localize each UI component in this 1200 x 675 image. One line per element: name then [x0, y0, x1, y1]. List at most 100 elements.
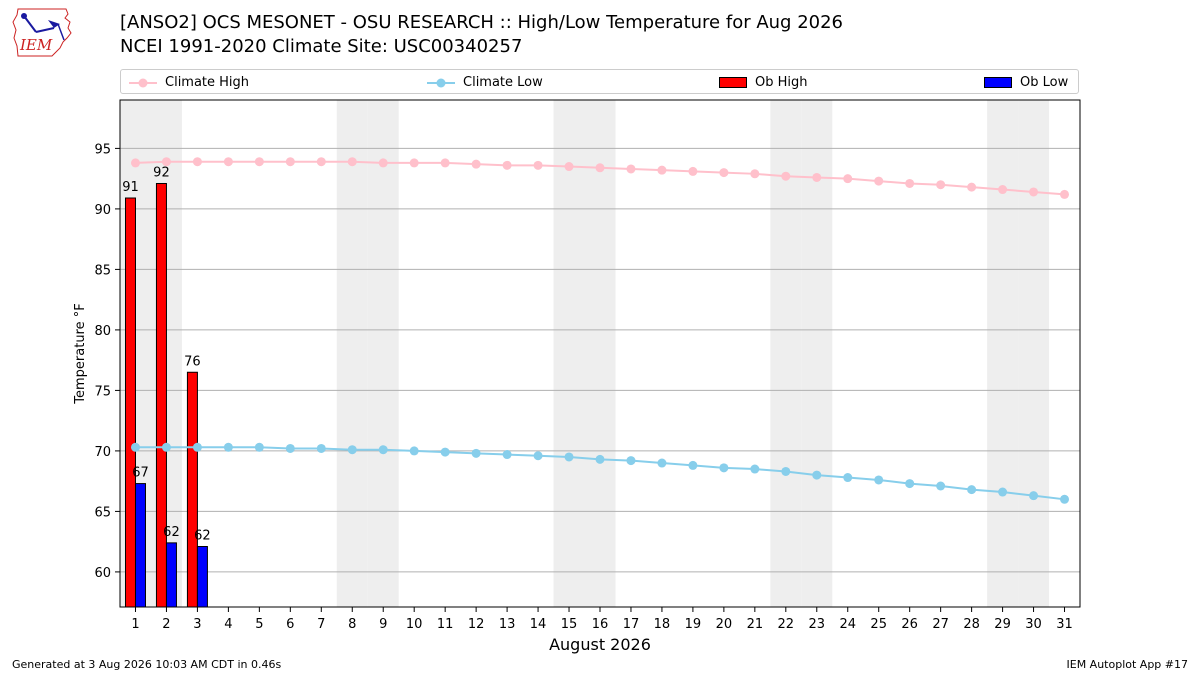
climate-high-point [812, 172, 822, 182]
x-tick-label: 17 [623, 617, 640, 632]
ob-low-bar [165, 542, 177, 608]
ob-low-bar [196, 545, 208, 608]
iem-logo-text: IEM [19, 36, 53, 54]
x-tick-label: 6 [286, 617, 294, 632]
x-tick-label: 3 [193, 617, 201, 632]
climate-low-point [626, 456, 636, 466]
climate-high-point [936, 180, 946, 190]
x-tick-label: 8 [348, 617, 356, 632]
climate-high-point [905, 178, 915, 188]
x-tick-label: 10 [406, 617, 423, 632]
climate-high-point [223, 157, 233, 167]
chart-subtitle: NCEI 1991-2020 Climate Site: USC00340257 [120, 36, 523, 57]
y-tick-label: 65 [94, 505, 111, 520]
climate-high-point [502, 160, 512, 170]
climate-high-point [750, 169, 760, 179]
x-tick-label: 30 [1025, 617, 1042, 632]
climate-high-point [657, 165, 667, 175]
climate-low-point [440, 447, 450, 457]
y-tick-label: 85 [94, 263, 111, 278]
climate-low-point [533, 451, 543, 461]
climate-high-point [874, 176, 884, 186]
weekend-shade [553, 100, 585, 607]
climate-low-point [936, 481, 946, 491]
ob-high-bar [124, 197, 136, 608]
ob-high-bar [155, 182, 167, 608]
weekend-shade [584, 100, 616, 607]
generated-timestamp: Generated at 3 Aug 2026 10:03 AM CDT in … [12, 658, 282, 671]
climate-low-marker-icon [427, 78, 455, 87]
ob-high-label: 92 [153, 165, 170, 180]
climate-low-point [502, 450, 512, 460]
climate-high-point [781, 171, 791, 181]
climate-high-point [254, 157, 264, 167]
climate-high-point [843, 174, 853, 184]
x-tick-label: 28 [963, 617, 980, 632]
climate-low-point [812, 470, 822, 480]
legend-label-climate-high: Climate High [165, 75, 250, 90]
climate-low-point [843, 473, 853, 483]
autoplot-credit: IEM Autoplot App #17 [1066, 658, 1189, 671]
climate-high-point [626, 164, 636, 174]
x-tick-label: 31 [1056, 617, 1073, 632]
climate-high-point [285, 157, 295, 167]
legend-item-ob-low: Ob Low [984, 70, 1068, 95]
climate-high-point [378, 158, 388, 168]
x-tick-label: 13 [499, 617, 516, 632]
y-tick-label: 60 [94, 566, 111, 581]
weekend-shade [367, 100, 399, 607]
x-tick-label: 15 [561, 617, 578, 632]
ob-low-label: 67 [132, 466, 149, 481]
x-tick-label: 29 [994, 617, 1011, 632]
x-tick-label: 27 [932, 617, 949, 632]
climate-low-point [378, 445, 388, 455]
legend-label-climate-low: Climate Low [463, 75, 543, 90]
climate-low-point [998, 487, 1008, 497]
climate-low-point [781, 466, 791, 476]
climate-high-point [192, 157, 202, 167]
y-tick-label: 90 [94, 203, 111, 218]
x-tick-label: 16 [592, 617, 609, 632]
climate-low-point [130, 442, 140, 452]
y-tick-label: 75 [94, 384, 111, 399]
climate-low-point [161, 442, 171, 452]
climate-low-point [905, 479, 915, 489]
x-tick-label: 25 [870, 617, 887, 632]
x-tick-label: 24 [839, 617, 856, 632]
climate-high-point [1060, 189, 1070, 199]
climate-low-point [316, 443, 326, 453]
iem-logo: IEM [12, 8, 72, 57]
climate-low-point [657, 458, 667, 468]
climate-high-point [967, 182, 977, 192]
x-tick-label: 20 [716, 617, 733, 632]
climate-low-point [285, 443, 295, 453]
legend-label-ob-high: Ob High [755, 75, 808, 90]
x-tick-label: 11 [437, 617, 454, 632]
climate-low-point [409, 446, 419, 456]
weekend-shade [987, 100, 1019, 607]
climate-low-point [471, 448, 481, 458]
climate-high-point [347, 157, 357, 167]
climate-high-point [688, 166, 698, 176]
ob-low-bar [134, 483, 146, 608]
x-tick-label: 2 [162, 617, 170, 632]
climate-high-point [564, 162, 574, 172]
climate-low-point [688, 460, 698, 470]
climate-high-point [595, 163, 605, 173]
climate-low-point [192, 442, 202, 452]
x-tick-label: 23 [809, 617, 826, 632]
x-tick-label: 9 [379, 617, 387, 632]
climate-low-point [874, 475, 884, 485]
legend-item-climate-high: Climate High [129, 70, 249, 95]
ob-high-swatch-icon [719, 76, 747, 88]
climate-low-point [595, 454, 605, 464]
ob-high-label: 76 [184, 354, 201, 369]
y-tick-label: 95 [94, 142, 111, 157]
x-tick-label: 14 [530, 617, 547, 632]
y-axis-label: Temperature °F [73, 303, 88, 404]
weekend-shade [770, 100, 802, 607]
climate-low-point [223, 442, 233, 452]
x-tick-label: 22 [778, 617, 795, 632]
ob-high-label: 91 [122, 180, 139, 195]
